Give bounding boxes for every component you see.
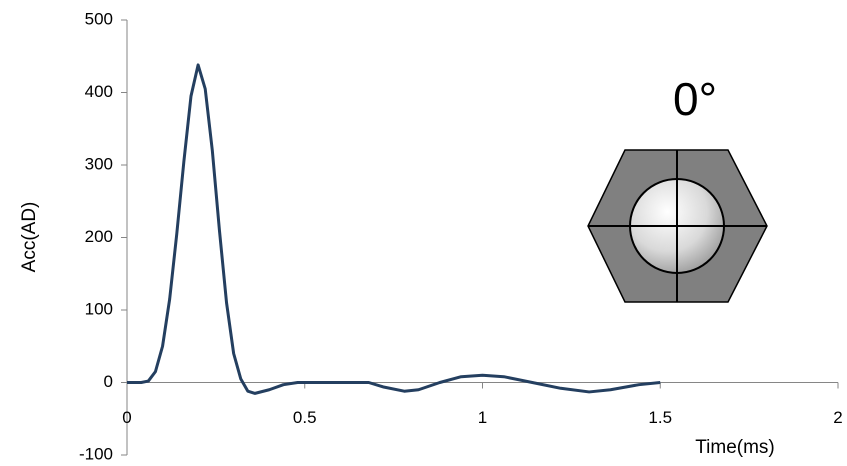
- y-tick-label: 200: [85, 227, 113, 246]
- y-tick-label: 400: [85, 82, 113, 101]
- y-axis-title: Acc(AD): [19, 202, 40, 273]
- x-tick-label: 0: [122, 408, 131, 427]
- x-axis-title: Time(ms): [695, 437, 775, 458]
- nut-icon: [587, 149, 768, 303]
- data-line: [127, 63, 661, 395]
- x-tick-label: 2: [833, 408, 842, 427]
- y-tick-label: -100: [79, 444, 113, 463]
- x-tick-label: 1: [478, 408, 487, 427]
- x-tick-label: 0.5: [293, 408, 317, 427]
- y-tick-label: 300: [85, 154, 113, 173]
- y-tick-label: 100: [85, 299, 113, 318]
- y-tick-label: 500: [85, 9, 113, 28]
- x-tick-label: 1.5: [648, 408, 672, 427]
- y-tick-label: 0: [104, 372, 113, 391]
- annotation: 0°: [673, 73, 717, 125]
